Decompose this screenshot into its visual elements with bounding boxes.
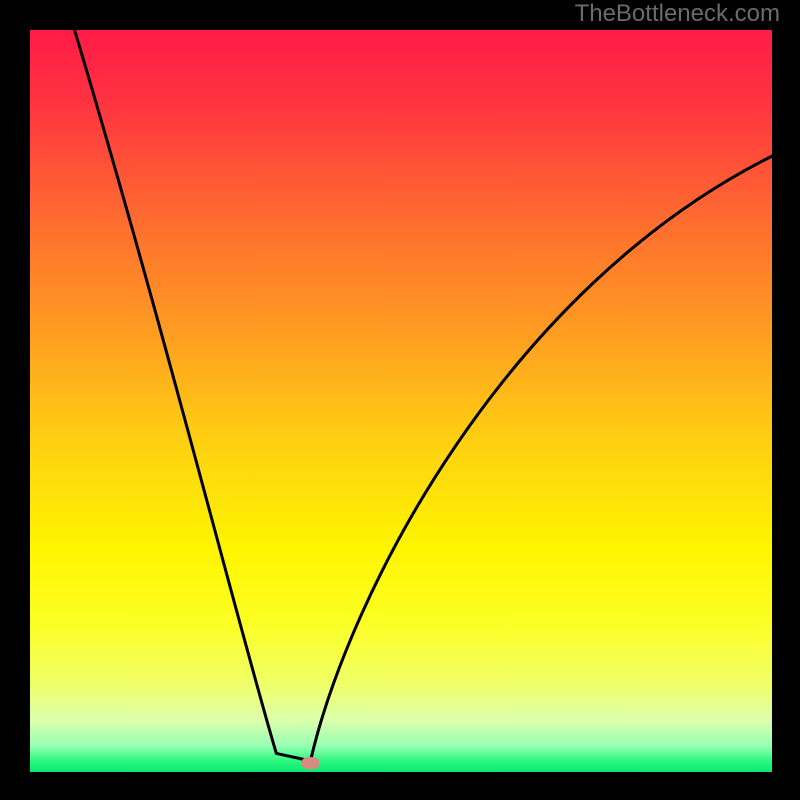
gradient-background	[30, 30, 772, 772]
watermark-text: TheBottleneck.com	[575, 0, 780, 28]
optimal-point-marker	[301, 757, 319, 769]
bottleneck-chart	[30, 30, 772, 772]
chart-frame: TheBottleneck.com	[0, 0, 800, 800]
